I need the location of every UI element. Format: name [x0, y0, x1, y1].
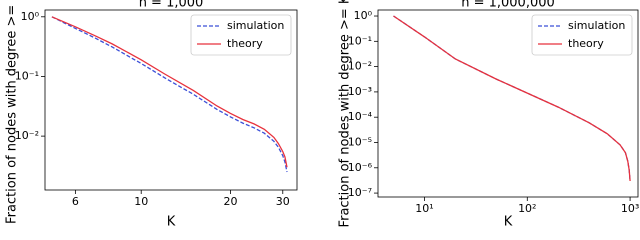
- x-tick-label: 10: [134, 195, 148, 208]
- y-tick-label: 10⁻³: [348, 85, 372, 98]
- x-tick-label: 6: [72, 195, 79, 208]
- y-tick-label: 10⁻⁴: [348, 110, 373, 123]
- legend-label: theory: [568, 37, 604, 50]
- x-tick-label: 10²: [518, 202, 536, 215]
- chart-title: n = 1,000,000: [461, 0, 555, 11]
- y-axis-label: Fraction of nodes with degree >= K: [5, 0, 20, 224]
- legend-label: simulation: [568, 19, 625, 32]
- plot-area: [44, 9, 298, 191]
- legend-box: [190, 14, 292, 56]
- chart-title: n = 1,000: [139, 0, 204, 11]
- y-tick-label: 10⁻²: [348, 60, 372, 73]
- y-tick-label: 10⁻²: [15, 129, 39, 142]
- y-tick-label: 10⁻¹: [15, 69, 39, 82]
- y-tick-label: 10⁰: [21, 10, 40, 23]
- y-tick-label: 10⁰: [354, 9, 373, 22]
- x-tick-label: 10¹: [415, 202, 433, 215]
- x-tick-label: 10³: [621, 202, 639, 215]
- x-tick-label: 30: [276, 195, 290, 208]
- y-tick-label: 10⁻⁷: [348, 186, 372, 199]
- legend-box: [531, 14, 633, 56]
- y-tick-label: 10⁻⁶: [348, 161, 373, 174]
- series-line: [51, 16, 288, 168]
- series-line: [393, 15, 631, 182]
- y-tick-label: 10⁻⁵: [348, 135, 372, 148]
- legend-label: theory: [227, 37, 263, 50]
- x-axis-label: K: [504, 215, 513, 230]
- x-tick-label: 20: [224, 195, 238, 208]
- plot-area: [377, 9, 639, 198]
- legend-label: simulation: [227, 19, 284, 32]
- y-axis-label: Fraction of nodes with degree >= K: [338, 0, 353, 227]
- y-tick-label: 10⁻¹: [348, 34, 372, 47]
- series-line: [51, 16, 288, 173]
- x-axis-label: K: [167, 215, 176, 230]
